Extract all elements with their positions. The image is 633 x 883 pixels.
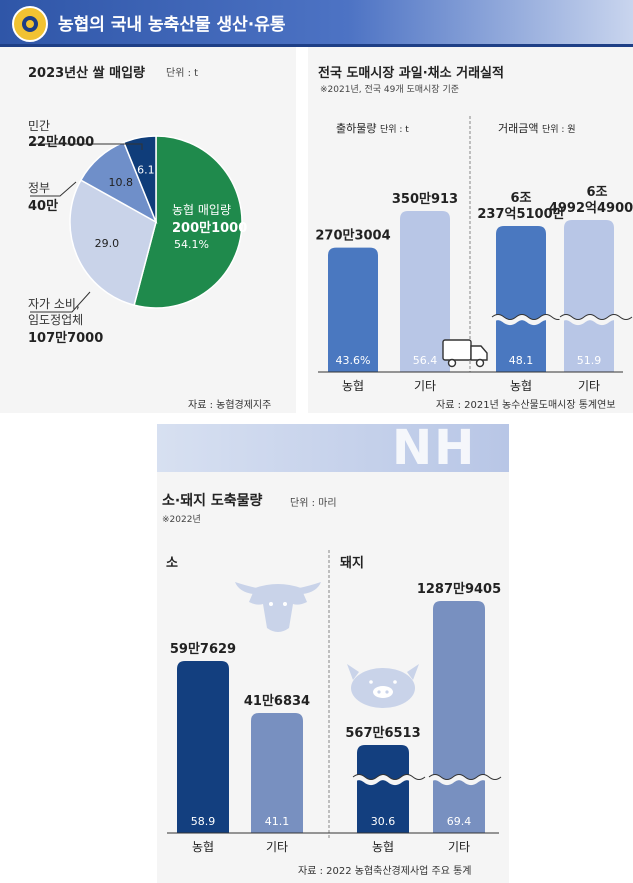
- amount-amount-0-1: 237억5100만: [477, 206, 564, 222]
- jaga-name-1: 자가 소비,: [28, 297, 80, 311]
- pig-pct-1: 69.4: [447, 815, 472, 828]
- ship-bar-0: [328, 247, 378, 372]
- cow-category-0: 농협: [192, 840, 214, 854]
- jaga-value: 107만7000: [28, 330, 103, 346]
- nh-slice-pct: 54.1%: [174, 238, 209, 251]
- livestock-unit: 단위 : 마리: [290, 498, 337, 509]
- livestock-title: 소·돼지 도축물량: [162, 493, 263, 509]
- pig-amount-0: 567만6513: [345, 725, 420, 741]
- amount-label: 거래금액 단위 : 원: [498, 120, 576, 136]
- minkan-name: 민간: [28, 119, 50, 133]
- amount-label-text: 거래금액: [498, 122, 539, 135]
- jeongbu-name: 정부: [28, 181, 50, 195]
- cow-pct-0: 58.9: [191, 815, 216, 828]
- ship-bar-1: [400, 210, 450, 372]
- ship-amount-1: 350만913: [392, 191, 458, 207]
- pie-slice-1: [69, 179, 157, 307]
- pig-amount-1: 1287만9405: [417, 581, 501, 597]
- livestock-source: 자료 : 2022 농협축산경제사업 주요 통계: [298, 866, 472, 877]
- ship-pct-0: 43.6%: [336, 354, 371, 367]
- cow-amount-0: 59만7629: [170, 641, 236, 657]
- pig-category-1: 기타: [448, 840, 470, 854]
- wholesale-note: ※2021년, 전국 49개 도매시장 기준: [320, 85, 460, 95]
- cow-amount-1: 41만6834: [244, 693, 310, 709]
- pig-bar-0: [357, 745, 409, 833]
- pig-break-line-0: [352, 774, 426, 780]
- jeongbu-value: 40만: [28, 198, 58, 214]
- pig-category-0: 농협: [372, 840, 394, 854]
- amount-unit-text: 단위 : 원: [541, 125, 576, 135]
- nh-slice-value: 200만1000: [172, 220, 247, 236]
- amount-amount-1-0: 6조: [586, 185, 607, 200]
- pie-slice-3: [122, 135, 157, 223]
- pig-break-0: [351, 775, 427, 785]
- ship-category-1: 기타: [414, 379, 436, 393]
- pig-pct-0: 30.6: [371, 815, 396, 828]
- amount-break-0: [490, 315, 566, 325]
- amount-bar-0: [496, 226, 546, 372]
- livestock-bars-chart: 58.9 농협 59만7629 41.1 기타 41만6834 30.6 농협 567만651…: [167, 550, 503, 854]
- cow-label: 소: [166, 556, 178, 571]
- header-banner: 농협의 국내 농축산물 생산·유통: [0, 0, 633, 47]
- amount-amount-1-1: 4992억4900만: [549, 200, 633, 216]
- ship-label: 출하물량 단위 : t: [336, 120, 409, 136]
- amount-bar-1: [564, 220, 614, 372]
- truck-icon: [442, 339, 488, 368]
- amount-category-0: 농협: [510, 379, 532, 393]
- nh-slice-name: 농협 매입량: [172, 203, 231, 217]
- pig-break-1: [427, 775, 503, 785]
- rice-title: 2023년산 쌀 매입량: [28, 66, 145, 81]
- wholesale-title: 전국 도매시장 과일·채소 거래실적: [318, 66, 504, 81]
- rice-source: 자료 : 농협경제지주: [188, 400, 272, 411]
- ship-category-0: 농협: [342, 379, 364, 393]
- jaga-name-2: 임도정업체: [28, 313, 83, 327]
- cow-icon: [235, 582, 321, 632]
- nh-watermark-logo: NH: [392, 420, 477, 476]
- livestock-note: ※2022년: [162, 515, 201, 525]
- amount-break-1: [558, 315, 633, 325]
- cow-bar-1: [251, 712, 303, 833]
- ship-unit-text: 단위 : t: [379, 125, 409, 135]
- pie-pct-label-3: 6.1: [137, 164, 155, 177]
- pig-icon: [347, 664, 419, 708]
- header-title: 농협의 국내 농축산물 생산·유통: [58, 15, 286, 35]
- cow-pct-1: 41.1: [265, 815, 290, 828]
- rice-unit: 단위 : t: [166, 68, 199, 79]
- livestock-top-band: [157, 424, 509, 472]
- pig-label: 돼지: [340, 556, 364, 571]
- amount-amount-0-0: 6조: [510, 191, 531, 206]
- pie-pct-label-2: 10.8: [108, 176, 133, 189]
- minkan-leader: [30, 143, 143, 150]
- minkan-value: 22만4000: [28, 134, 94, 150]
- rice-pie-chart: 29.0 10.8 6.1 민간 22만4000 정부 40만 자가 소비, 임도정…: [28, 119, 247, 346]
- cow-category-1: 기타: [266, 840, 288, 854]
- pig-bar-1: [433, 601, 485, 833]
- jeongbu-leader: [30, 181, 77, 197]
- pie-slice-0: [133, 135, 243, 309]
- amount-break-line-0: [491, 314, 565, 320]
- ship-pct-1: 56.4: [413, 354, 438, 367]
- amount-pct-0: 48.1: [509, 354, 534, 367]
- pig-break-line-1: [428, 774, 502, 780]
- cow-bar-0: [177, 661, 229, 833]
- ship-amount-0: 270만3004: [315, 228, 390, 244]
- wholesale-source: 자료 : 2021년 농수산물도매시장 통계연보: [436, 400, 616, 411]
- amount-break-line-1: [559, 314, 633, 320]
- pie-pct-label-1: 29.0: [95, 237, 120, 250]
- nh-logo-icon: [12, 6, 48, 42]
- amount-pct-1: 51.9: [577, 354, 602, 367]
- jaga-leader: [30, 291, 91, 313]
- ship-label-text: 출하물량: [336, 122, 377, 135]
- amount-category-1: 기타: [578, 379, 600, 393]
